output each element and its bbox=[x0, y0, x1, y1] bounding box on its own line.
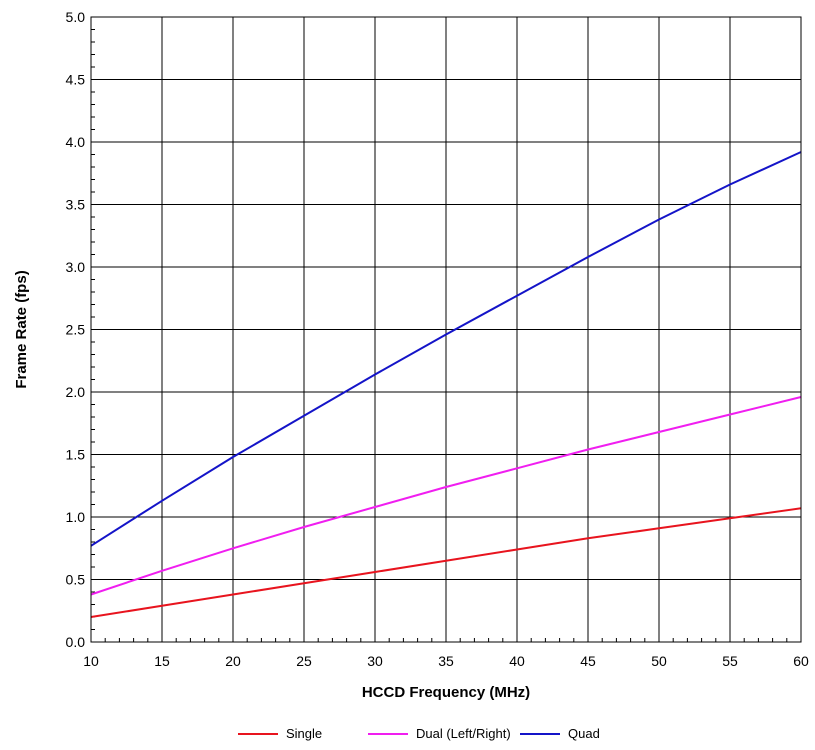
axis-ticks bbox=[91, 29, 788, 642]
y-tick-label: 4.0 bbox=[66, 134, 86, 150]
x-tick-label: 30 bbox=[367, 653, 383, 669]
x-tick-label: 20 bbox=[225, 653, 241, 669]
x-tick-label: 25 bbox=[296, 653, 312, 669]
y-tick-label: 3.5 bbox=[66, 197, 86, 213]
y-tick-label: 2.0 bbox=[66, 384, 86, 400]
y-tick-label: 1.5 bbox=[66, 447, 86, 463]
y-tick-label: 2.5 bbox=[66, 322, 86, 338]
x-axis-title: HCCD Frequency (MHz) bbox=[362, 684, 530, 701]
x-tick-label: 40 bbox=[509, 653, 525, 669]
tick-labels: 10 15 20 25 30 35 40 45 50 55 60 0.0 0.5 1.0 1.5 2.0 2.5… bbox=[66, 9, 809, 669]
y-tick-label: 4.5 bbox=[66, 72, 86, 88]
legend-label-1: Dual (Left/Right) bbox=[416, 726, 511, 741]
legend-label-0: Single bbox=[286, 726, 322, 741]
y-tick-label: 3.0 bbox=[66, 259, 86, 275]
x-tick-label: 55 bbox=[722, 653, 738, 669]
x-tick-label: 10 bbox=[83, 653, 99, 669]
series-line-1 bbox=[90, 396, 802, 596]
x-tick-label: 45 bbox=[580, 653, 596, 669]
y-tick-label: 0.5 bbox=[66, 572, 86, 588]
x-tick-label: 35 bbox=[438, 653, 454, 669]
plot-area-frame bbox=[90, 16, 802, 643]
y-tick-label: 0.0 bbox=[66, 634, 86, 650]
y-tick-label: 1.0 bbox=[66, 509, 86, 525]
series-line-2 bbox=[90, 151, 802, 547]
grid-lines bbox=[91, 17, 801, 642]
x-tick-label: 15 bbox=[154, 653, 170, 669]
legend-label-2: Quad bbox=[568, 726, 600, 741]
data-series bbox=[90, 151, 802, 618]
legend: Single Dual (Left/Right) Quad bbox=[238, 726, 600, 741]
series-line-0 bbox=[90, 507, 802, 618]
y-axis-title: Frame Rate (fps) bbox=[13, 270, 30, 388]
x-tick-label: 50 bbox=[651, 653, 667, 669]
x-tick-label: 60 bbox=[793, 653, 809, 669]
y-tick-label: 5.0 bbox=[66, 9, 86, 25]
